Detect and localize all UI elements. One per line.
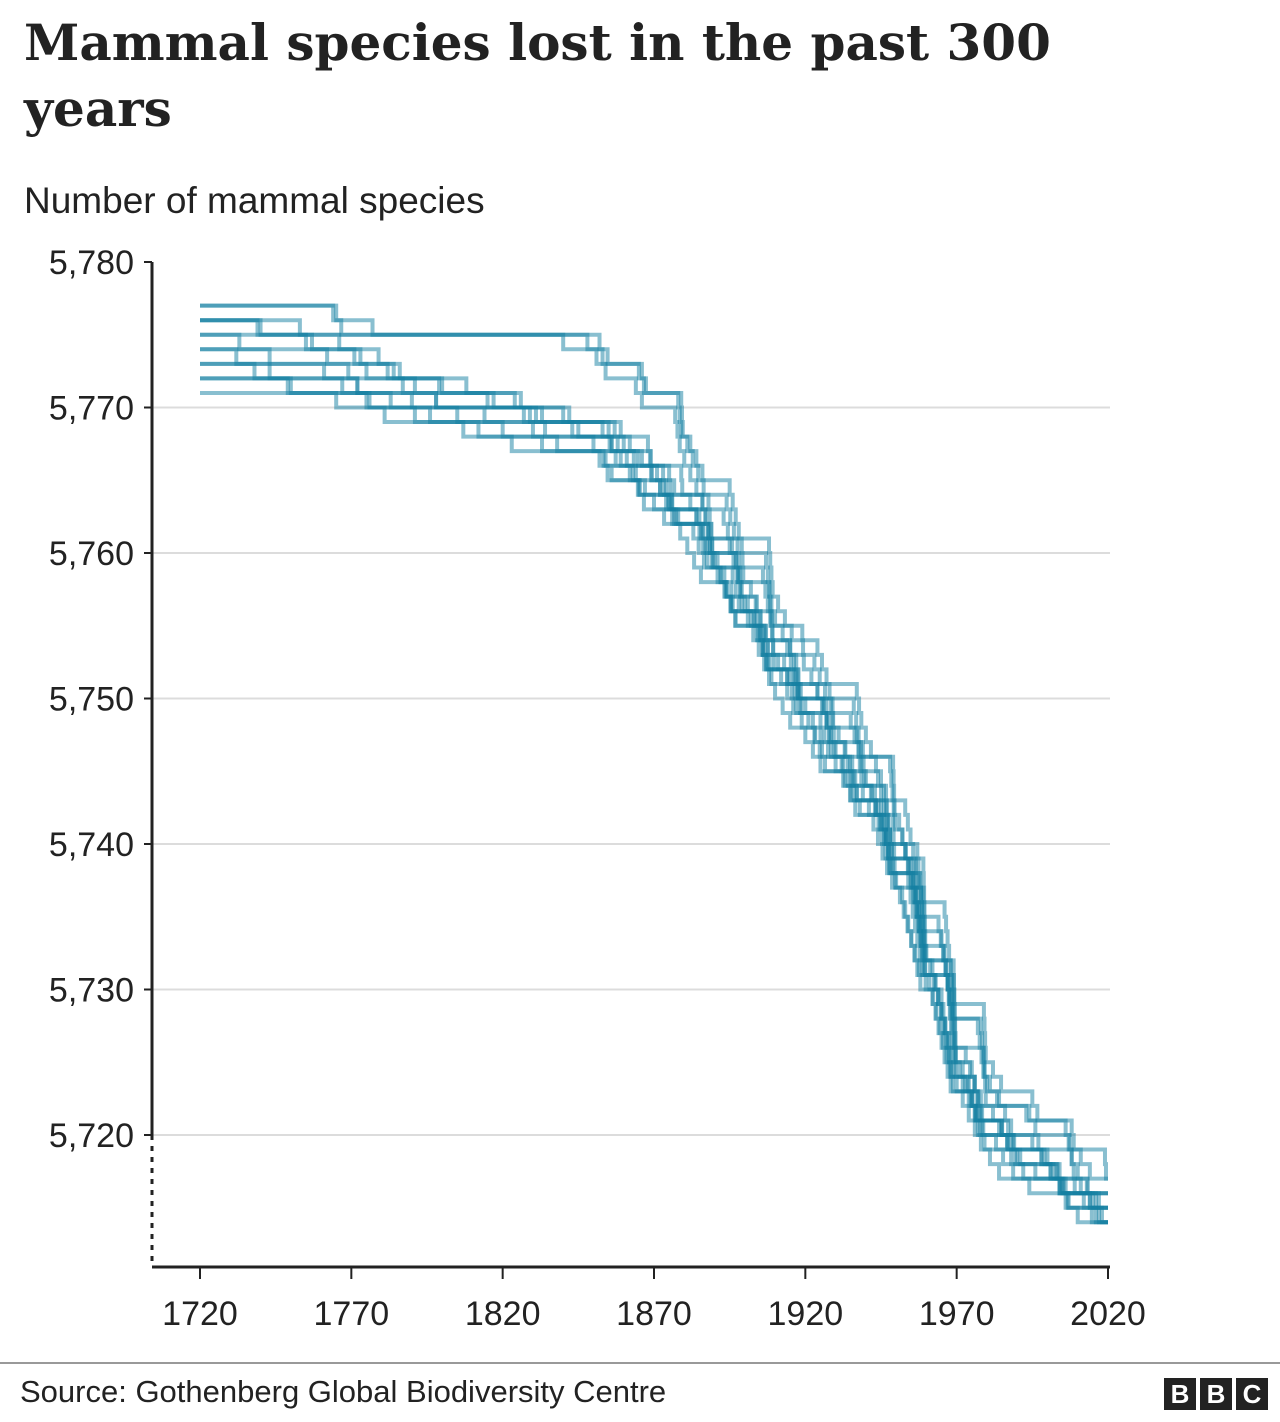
y-tick-label: 5,760 — [49, 535, 134, 573]
series-lines — [200, 303, 1108, 1225]
chart-title: Mammal species lost in the past 300 year… — [24, 13, 1051, 138]
y-tick-label: 5,780 — [49, 244, 134, 282]
x-tick-label: 1820 — [465, 1295, 541, 1333]
source-note: Source: Gothenberg Global Biodiversity C… — [20, 1374, 667, 1409]
series-line — [200, 303, 1108, 1196]
y-tick-label: 5,740 — [49, 826, 134, 864]
x-tick-label: 1770 — [314, 1295, 390, 1333]
series-line — [200, 347, 1108, 1210]
series-line — [200, 376, 1108, 1225]
gridlines — [152, 406, 1110, 1136]
x-tick-label: 1970 — [919, 1295, 995, 1333]
y-tick-label: 5,730 — [49, 972, 134, 1010]
axes: 5,780 5,770 5,760 5,750 5,740 5,730 5,720 1720 1… — [49, 244, 1146, 1333]
series-line — [200, 332, 1108, 1210]
series-line — [200, 318, 1108, 1181]
chart-plot: 5,780 5,770 5,760 5,750 5,740 5,730 5,720 1720 1… — [49, 244, 1146, 1333]
x-tick-label: 1720 — [162, 1295, 238, 1333]
series-line — [200, 361, 1108, 1225]
y-axis-label: Number of mammal species — [24, 180, 485, 221]
y-tick-label: 5,720 — [49, 1117, 134, 1155]
y-tick-label: 5,750 — [49, 681, 134, 719]
x-tick-label: 1870 — [616, 1295, 692, 1333]
y-tick-label: 5,770 — [49, 390, 134, 428]
footer-divider — [0, 1362, 1280, 1364]
series-line — [200, 347, 1108, 1210]
x-tick-label: 1920 — [768, 1295, 844, 1333]
x-tick-label: 2020 — [1070, 1295, 1146, 1333]
